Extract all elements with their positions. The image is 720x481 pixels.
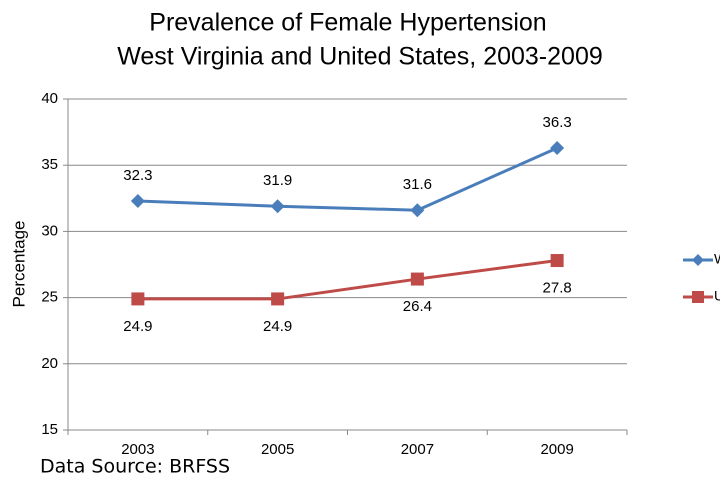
point-marker bbox=[131, 292, 145, 306]
y-tick-label: 20 bbox=[41, 355, 58, 372]
point-marker bbox=[270, 199, 285, 214]
y-tick-label: 15 bbox=[41, 421, 58, 438]
x-tick-label: 2007 bbox=[401, 441, 434, 458]
x-tick-label: 2009 bbox=[540, 441, 573, 458]
data-label: 24.9 bbox=[123, 318, 152, 335]
point-marker bbox=[550, 140, 565, 155]
data-label: 31.9 bbox=[263, 172, 292, 189]
legend-label: WV bbox=[714, 251, 720, 267]
point-marker bbox=[410, 203, 425, 218]
series-line bbox=[137, 259, 558, 301]
data-label: 36.3 bbox=[543, 114, 572, 131]
data-label: 31.6 bbox=[403, 176, 432, 193]
point-marker bbox=[550, 254, 564, 268]
legend-label: US bbox=[714, 288, 720, 304]
point-marker bbox=[410, 272, 424, 286]
data-label: 27.8 bbox=[543, 279, 572, 296]
chart-subtitle: West Virginia and United States, 2003-20… bbox=[117, 43, 603, 71]
y-tick-label: 25 bbox=[41, 289, 58, 306]
y-tick-label: 40 bbox=[41, 90, 58, 107]
y-tick-label: 30 bbox=[41, 222, 58, 239]
source-note: Data Source: BRFSS bbox=[40, 456, 230, 478]
y-tick-label: 35 bbox=[41, 156, 58, 173]
x-tick-label: 2005 bbox=[261, 441, 294, 458]
legend-marker bbox=[692, 291, 704, 303]
data-label: 26.4 bbox=[403, 298, 432, 315]
y-axis-label: Percentage bbox=[9, 221, 28, 308]
data-label: 32.3 bbox=[123, 167, 152, 184]
series-line bbox=[137, 146, 558, 212]
x-tick-label: 2003 bbox=[121, 441, 154, 458]
chart-title: Prevalence of Female Hypertension bbox=[149, 9, 546, 37]
legend-marker bbox=[692, 254, 704, 266]
point-marker bbox=[271, 292, 285, 306]
data-label: 24.9 bbox=[263, 318, 292, 335]
point-marker bbox=[130, 193, 145, 208]
